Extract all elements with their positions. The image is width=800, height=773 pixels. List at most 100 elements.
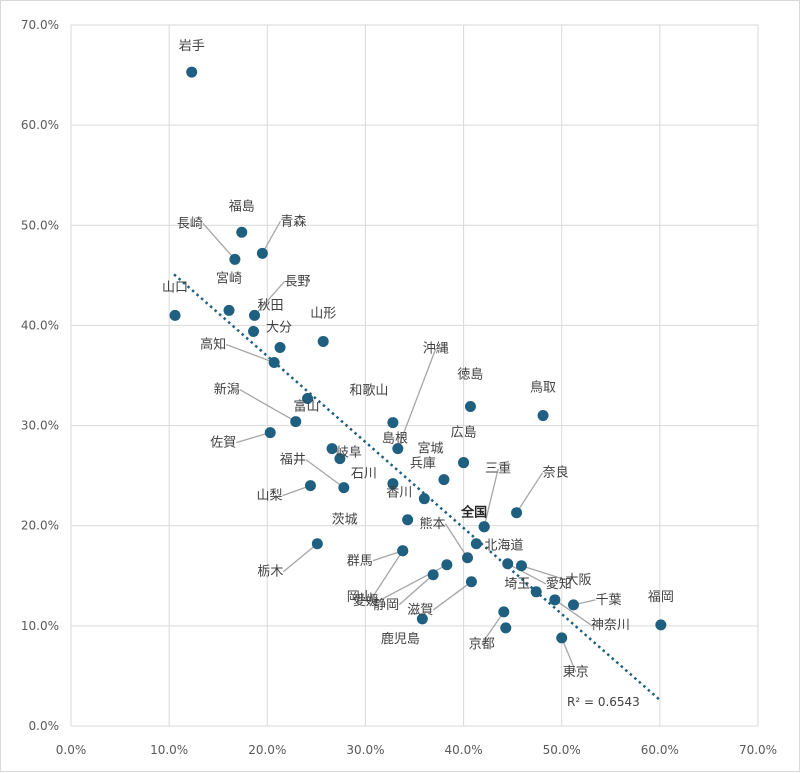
- data-point: [556, 632, 567, 643]
- y-tick-label: 70.0%: [21, 18, 59, 32]
- leader-line: [379, 565, 447, 601]
- y-tick-label: 40.0%: [21, 318, 59, 332]
- data-point: [441, 559, 452, 570]
- point-label: 東京: [563, 664, 589, 680]
- data-point: [466, 576, 477, 587]
- data-point: [568, 599, 579, 610]
- x-tick-label: 10.0%: [150, 743, 188, 757]
- data-point: [397, 545, 408, 556]
- point-label: 福井: [280, 453, 306, 468]
- leader-line: [203, 223, 235, 259]
- point-label: 神奈川: [591, 618, 630, 633]
- data-point: [387, 417, 398, 428]
- point-label: 愛知: [546, 576, 572, 592]
- y-tick-label: 50.0%: [21, 218, 59, 232]
- point-label: 青森: [280, 214, 306, 229]
- point-label: 佐賀: [210, 436, 236, 451]
- gridlines: [71, 25, 758, 726]
- point-label: 大分: [266, 320, 292, 335]
- data-point: [419, 493, 430, 504]
- data-point: [458, 457, 469, 468]
- point-label: 愛媛: [353, 594, 379, 609]
- y-tick-label: 30.0%: [21, 419, 59, 433]
- data-points: [170, 67, 667, 644]
- data-point: [511, 507, 522, 518]
- data-point: [502, 558, 513, 569]
- y-tick-label: 60.0%: [21, 118, 59, 132]
- point-label: 高知: [200, 336, 226, 352]
- point-label: 全国: [460, 505, 487, 521]
- leader-line: [433, 582, 471, 610]
- data-point: [498, 606, 509, 617]
- point-label: 兵庫: [410, 457, 436, 472]
- y-tick-label: 0.0%: [29, 719, 60, 733]
- point-label: 鹿児島: [381, 631, 420, 647]
- data-point: [236, 227, 247, 238]
- x-tick-label: 20.0%: [248, 743, 286, 757]
- point-label: 徳島: [457, 368, 483, 383]
- point-label: 石川: [351, 467, 377, 482]
- point-label: 山口: [162, 280, 188, 295]
- r-squared-label: R² = 0.6543: [567, 695, 640, 709]
- data-point: [471, 538, 482, 549]
- data-point: [318, 336, 329, 347]
- point-label: 福島: [229, 199, 255, 214]
- x-tick-label: 70.0%: [739, 743, 777, 757]
- point-label: 宮城: [418, 441, 444, 457]
- data-point: [465, 401, 476, 412]
- data-point: [531, 586, 542, 597]
- data-point: [257, 248, 268, 259]
- data-point: [229, 254, 240, 265]
- point-label: 広島: [451, 426, 477, 441]
- x-tick-label: 0.0%: [56, 743, 87, 757]
- data-point: [538, 410, 549, 421]
- data-point: [305, 480, 316, 491]
- data-point: [312, 538, 323, 549]
- leader-line: [517, 473, 543, 513]
- point-label: 沖縄: [423, 342, 449, 357]
- data-point: [479, 521, 490, 532]
- point-label: 秋田: [258, 298, 284, 313]
- point-label: 新潟: [214, 382, 240, 398]
- data-point: [338, 482, 349, 493]
- data-point: [275, 342, 286, 353]
- leader-line: [262, 221, 280, 253]
- point-label: 三重: [485, 461, 511, 477]
- data-point: [549, 594, 560, 605]
- data-point: [462, 552, 473, 563]
- data-point: [290, 416, 301, 427]
- data-point: [516, 560, 527, 571]
- data-point: [655, 619, 666, 630]
- point-label: 鳥取: [530, 381, 556, 396]
- data-point: [269, 357, 280, 368]
- x-tick-label: 60.0%: [641, 743, 679, 757]
- data-point: [224, 305, 235, 316]
- point-label: 香川: [386, 486, 412, 501]
- x-tick-label: 50.0%: [543, 743, 581, 757]
- point-label: 長崎: [177, 216, 203, 231]
- data-point: [265, 427, 276, 438]
- y-tick-label: 10.0%: [21, 619, 59, 633]
- point-label: 山形: [310, 306, 336, 321]
- point-label: 宮崎: [216, 270, 242, 286]
- point-label: 滋賀: [407, 603, 433, 618]
- y-tick-label: 20.0%: [21, 519, 59, 533]
- point-label: 北海道: [484, 539, 523, 554]
- leader-line: [399, 575, 433, 605]
- data-point: [186, 67, 197, 78]
- point-label: 岩手: [179, 39, 205, 54]
- point-label: 群馬: [347, 554, 373, 569]
- x-tick-label: 40.0%: [445, 743, 483, 757]
- x-tick-label: 30.0%: [346, 743, 384, 757]
- point-label: 山梨: [256, 489, 282, 504]
- point-label: 福岡: [648, 590, 674, 605]
- point-label: 奈良: [543, 465, 569, 481]
- data-point: [438, 474, 449, 485]
- point-label: 埼玉: [504, 577, 530, 592]
- data-point: [402, 514, 413, 525]
- point-label: 千葉: [595, 593, 621, 608]
- data-point: [248, 326, 259, 337]
- point-label: 岐阜: [336, 445, 362, 461]
